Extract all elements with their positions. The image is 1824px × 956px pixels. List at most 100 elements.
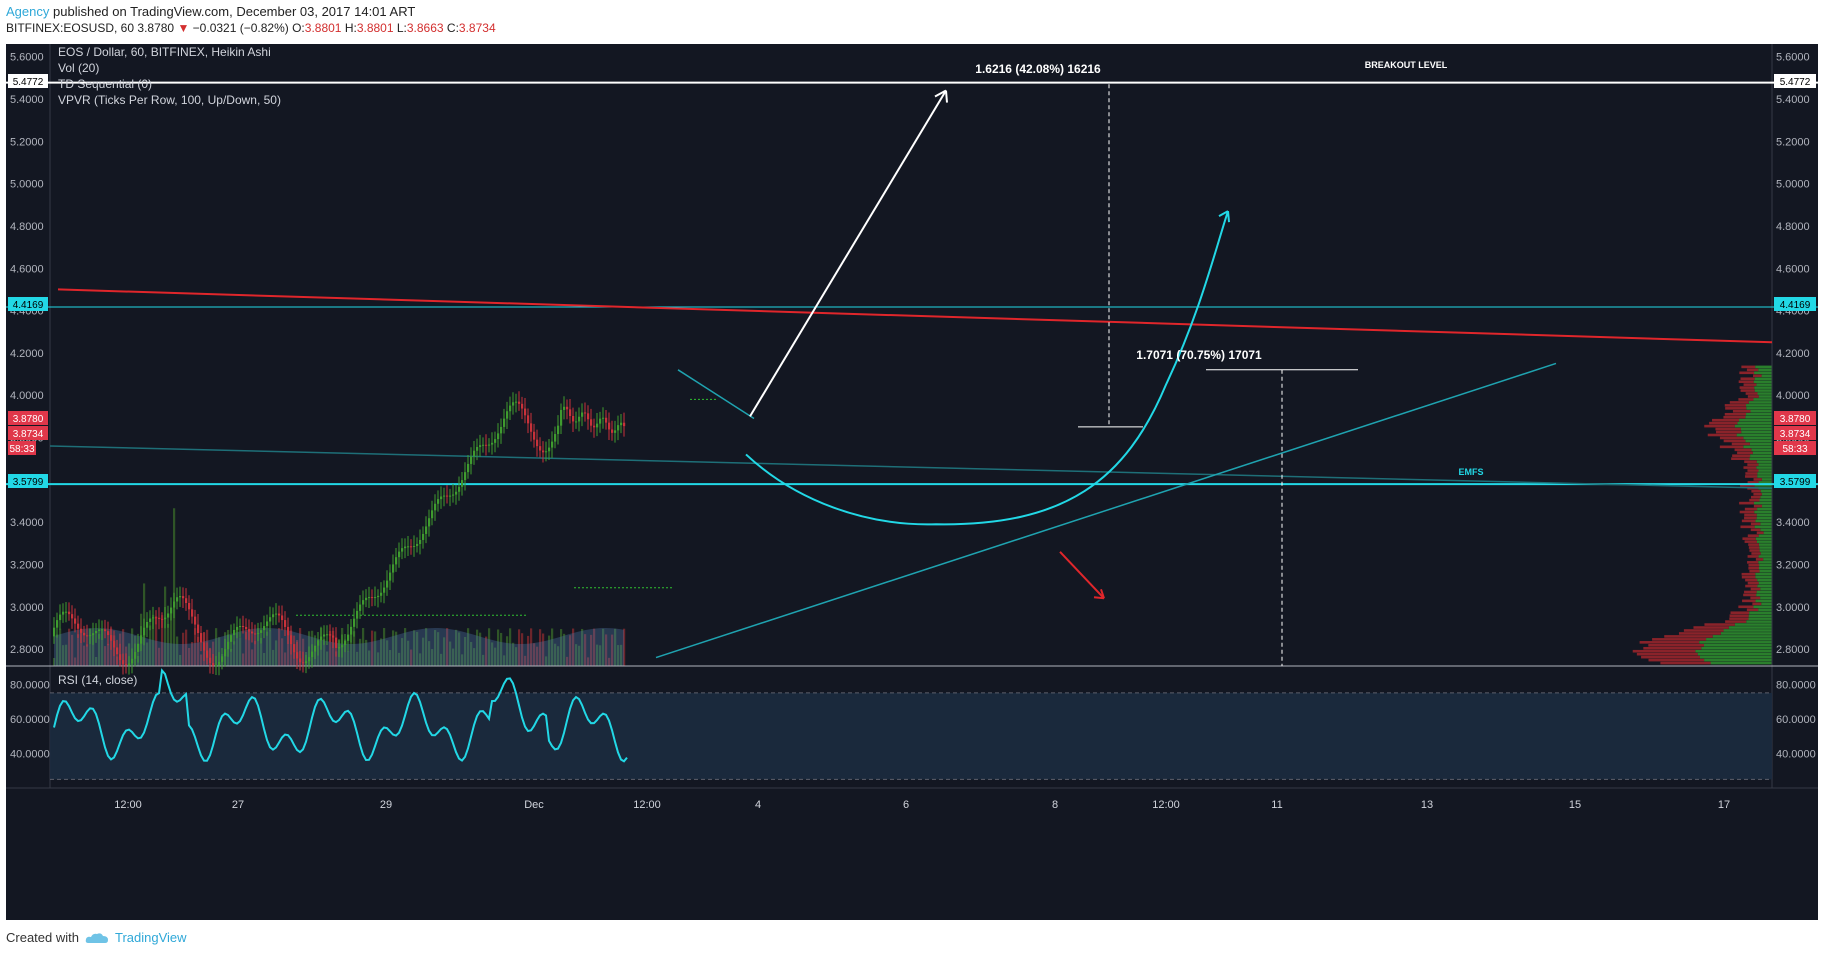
vpvr-up <box>1751 410 1772 413</box>
vpvr-up <box>1753 451 1772 454</box>
vpvr-down <box>1751 496 1760 499</box>
badge-support-left-text: 3.5799 <box>13 477 44 488</box>
vpvr-down <box>1730 614 1749 617</box>
vpvr-up <box>1758 392 1772 395</box>
vpvr-down <box>1729 617 1748 620</box>
candle-body <box>98 629 100 631</box>
candle-body <box>335 638 337 648</box>
candle-body <box>131 659 133 664</box>
candle-body <box>593 426 595 428</box>
rsi-tick-right: 40.0000 <box>1776 748 1816 760</box>
cyan-projection-curve <box>746 211 1228 524</box>
candle-body <box>446 496 448 497</box>
candle-body <box>290 635 292 644</box>
candle-body <box>605 418 607 423</box>
vpvr-up <box>1760 588 1772 591</box>
candle-body <box>494 439 496 443</box>
vpvr-up <box>1753 605 1772 608</box>
symbol-label: BITFINEX:EOSUSD, 60 <box>6 21 134 35</box>
time-tick: 13 <box>1421 799 1433 811</box>
candle-body <box>113 641 115 648</box>
vpvr-up <box>1754 502 1772 505</box>
chart-svg[interactable]: 5.6000 5.6000 5.4000 5.4000 5.2000 5.2000 5.00… <box>6 44 1818 920</box>
created-with-label: Created with <box>6 930 79 945</box>
badge-resistance-right-text: 4.4169 <box>1780 300 1811 311</box>
badge-last-right: 3.8780 <box>1774 411 1816 425</box>
candle-body <box>545 451 547 452</box>
candle-body <box>536 440 538 446</box>
candle-body <box>527 415 529 423</box>
candle-body <box>581 412 583 416</box>
candle-body <box>320 637 322 641</box>
vpvr-down <box>1752 603 1761 606</box>
candle-body <box>359 605 361 611</box>
price-tick-left: 3.4000 <box>10 517 44 529</box>
vpvr-up <box>1704 659 1772 662</box>
candle-body <box>110 635 112 641</box>
tradingview-link[interactable]: TradingView <box>115 930 187 945</box>
vpvr-up <box>1761 490 1772 493</box>
vpvr-up <box>1759 555 1772 558</box>
vpvr-down <box>1742 520 1756 523</box>
candle-body <box>341 645 343 647</box>
candle-body <box>479 445 481 447</box>
candle-body <box>314 646 316 652</box>
price-tick-left: 3.0000 <box>10 602 44 614</box>
vpvr-up <box>1729 626 1772 629</box>
badge-close-right: 3.8734 <box>1774 426 1816 440</box>
vpvr-up <box>1756 594 1772 597</box>
candle-body <box>410 546 412 547</box>
time-tick: Dec <box>524 799 544 811</box>
candle-body <box>62 612 64 615</box>
vpvr-down <box>1745 508 1757 511</box>
badge-breakout-right: 5.4772 <box>1774 74 1816 88</box>
vpvr-down <box>1748 395 1759 398</box>
vpvr-up <box>1743 446 1772 449</box>
candle-body <box>395 557 397 564</box>
close-value: 3.8734 <box>459 21 496 35</box>
candle-body <box>461 480 463 487</box>
candle-body <box>68 612 70 614</box>
grid <box>6 44 1818 788</box>
candle-body <box>464 472 466 480</box>
vpvr-up <box>1749 401 1772 404</box>
candle-body <box>365 598 367 600</box>
candle-body <box>584 412 586 413</box>
rsi-tick-right: 60.0000 <box>1776 714 1816 726</box>
publish-line: Agency published on TradingView.com, Dec… <box>6 4 1816 20</box>
vpvr-down <box>1704 425 1734 428</box>
vpvr-up <box>1746 620 1772 623</box>
vpvr-down <box>1739 372 1754 375</box>
vpvr-up <box>1759 567 1772 570</box>
vpvr-up <box>1758 469 1772 472</box>
time-tick: 15 <box>1569 799 1581 811</box>
candle-body <box>170 608 172 614</box>
price-tick-right: 2.8000 <box>1776 644 1810 656</box>
vpvr-up <box>1724 629 1772 632</box>
price-tick-left: 5.2000 <box>10 136 44 148</box>
high-label: H: <box>345 21 357 35</box>
candle-body <box>443 496 445 497</box>
vpvr-down <box>1724 440 1746 443</box>
vpvr-up <box>1750 443 1772 446</box>
badge-close-left-text: 3.8734 <box>13 429 44 440</box>
vpvr-down <box>1720 446 1743 449</box>
vpvr-up <box>1706 638 1772 641</box>
candle-body <box>338 647 340 648</box>
vpvr-up <box>1755 520 1772 523</box>
author-link[interactable]: Agency <box>6 4 49 19</box>
vpvr-up <box>1756 600 1772 603</box>
candle-body <box>380 593 382 596</box>
candle-body <box>269 617 271 621</box>
vpvr-down <box>1725 404 1746 407</box>
candle-body <box>239 626 241 627</box>
vpvr-down <box>1743 466 1756 469</box>
vpvr-up <box>1713 635 1772 638</box>
badge-last-left: 3.8780 <box>8 411 48 425</box>
time-tick: 29 <box>380 799 392 811</box>
candle-body <box>281 615 283 620</box>
vpvr-up <box>1758 463 1772 466</box>
chart-canvas[interactable]: 5.6000 5.6000 5.4000 5.4000 5.2000 5.2000 5.00… <box>6 44 1818 920</box>
vpvr-down <box>1744 517 1757 520</box>
vpvr-up <box>1746 407 1772 410</box>
